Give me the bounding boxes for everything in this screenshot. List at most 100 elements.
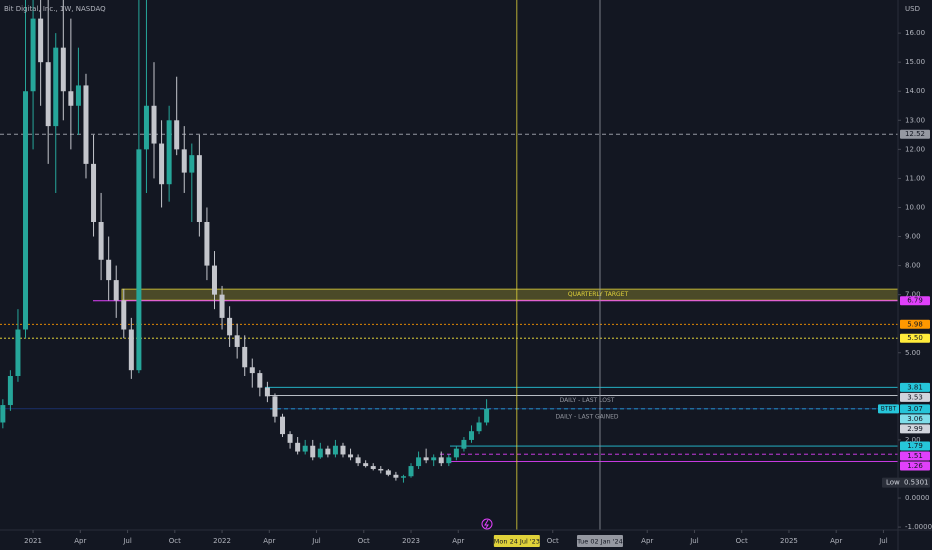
low-label: Low bbox=[886, 479, 900, 487]
candle-body bbox=[136, 149, 142, 371]
y-tick-label: -1.0000 bbox=[905, 523, 932, 531]
x-tick-label: Jul bbox=[122, 537, 132, 545]
candle-body bbox=[60, 47, 66, 92]
candle-body bbox=[53, 47, 59, 127]
y-unit: USD bbox=[905, 5, 920, 13]
x-tick-label: 2023 bbox=[402, 537, 420, 545]
candle-body bbox=[15, 329, 21, 376]
candle-body bbox=[461, 439, 467, 449]
candle-body bbox=[83, 85, 89, 164]
x-tick-label: Apr bbox=[452, 537, 464, 545]
candle-body bbox=[189, 155, 195, 173]
candle-body bbox=[325, 448, 331, 455]
candle-body bbox=[257, 373, 263, 388]
y-tick-label: 15.00 bbox=[905, 58, 925, 66]
candle-body bbox=[91, 163, 97, 222]
candle-body bbox=[113, 280, 119, 301]
candle-body bbox=[75, 85, 81, 106]
x-tick-label: 2025 bbox=[780, 537, 798, 545]
price-label: 1.26 bbox=[907, 462, 923, 470]
candle-body bbox=[355, 457, 361, 464]
x-tick-label: Jul bbox=[689, 537, 699, 545]
x-tick-label: Oct bbox=[358, 537, 370, 545]
y-tick-label: 2.00 bbox=[905, 436, 921, 444]
candle-body bbox=[453, 448, 459, 458]
chart-title: Bit Digital, Inc., 1W, NASDAQ bbox=[4, 5, 106, 13]
candle-body bbox=[408, 466, 414, 477]
y-tick-label: 10.00 bbox=[905, 203, 925, 211]
price-label-box bbox=[900, 333, 930, 343]
candle-body bbox=[98, 221, 104, 260]
candle-body bbox=[484, 408, 490, 423]
candle-body bbox=[143, 105, 149, 150]
candle-body bbox=[416, 457, 422, 467]
candle-body bbox=[38, 18, 44, 63]
symbol-label: BTBT bbox=[881, 405, 897, 412]
candle-body bbox=[370, 466, 376, 469]
event-icon bbox=[481, 518, 493, 530]
price-label-box bbox=[900, 382, 930, 392]
candle-body bbox=[287, 434, 293, 443]
price-label-box bbox=[900, 404, 930, 414]
candle-body bbox=[393, 474, 399, 478]
symbol-box bbox=[878, 404, 899, 414]
x-tick-label: Apr bbox=[641, 537, 653, 545]
candle-body bbox=[310, 445, 316, 458]
candle-body bbox=[181, 149, 187, 173]
price-label: 6.79 bbox=[907, 297, 923, 305]
price-label: 1.51 bbox=[907, 452, 923, 460]
annotation: DAILY - LAST GAINED bbox=[556, 414, 619, 421]
candle-body bbox=[219, 294, 225, 318]
candle-body bbox=[378, 468, 384, 471]
price-label-box bbox=[900, 461, 930, 471]
candle-body bbox=[363, 463, 369, 467]
candle-body bbox=[264, 387, 270, 397]
candle-body bbox=[340, 445, 346, 455]
candle-body bbox=[242, 346, 248, 368]
y-tick-label: 16.00 bbox=[905, 29, 925, 37]
price-label-box bbox=[900, 424, 930, 434]
candle-body bbox=[68, 91, 74, 106]
y-tick-label: 13.00 bbox=[905, 116, 925, 124]
candle-body bbox=[174, 120, 180, 150]
y-tick-label: 11.00 bbox=[905, 174, 925, 182]
candle-body bbox=[302, 445, 308, 452]
y-tick-label: 0.0000 bbox=[905, 494, 930, 502]
price-label: 3.07 bbox=[907, 405, 923, 413]
annotation: DAILY - LAST LOST bbox=[560, 397, 615, 404]
y-tick-label: 8.00 bbox=[905, 262, 921, 270]
candle-body bbox=[332, 445, 338, 455]
price-label-box bbox=[900, 392, 930, 402]
candle-body bbox=[431, 457, 437, 461]
candle-body bbox=[7, 375, 13, 406]
candle-body bbox=[295, 442, 301, 452]
candle-body bbox=[196, 155, 202, 222]
x-tick-label: Apr bbox=[74, 537, 86, 545]
candle-body bbox=[249, 367, 255, 374]
x-tick-label: Apr bbox=[830, 537, 842, 545]
candle-body bbox=[0, 405, 6, 423]
candle-body bbox=[121, 300, 127, 330]
low-value: 0.5301 bbox=[904, 479, 929, 487]
zone-label: QUARTERLY TARGET bbox=[568, 291, 629, 298]
x-tick-label: Jul bbox=[878, 537, 888, 545]
candle-body bbox=[159, 143, 165, 185]
candle-body bbox=[423, 457, 429, 461]
candle-body bbox=[385, 470, 391, 475]
candle-body bbox=[23, 91, 29, 330]
price-label: 12.52 bbox=[905, 130, 925, 138]
price-label-box bbox=[900, 441, 930, 451]
x-tick-label: Oct bbox=[547, 537, 559, 545]
price-label-box bbox=[900, 296, 930, 306]
x-tick-label: 2022 bbox=[213, 537, 231, 545]
price-label-box bbox=[900, 319, 930, 329]
time-marker-label: Mon 24 Jul '23 bbox=[494, 538, 540, 546]
candle-body bbox=[438, 457, 444, 464]
price-label: 5.50 bbox=[907, 334, 923, 342]
candle-body bbox=[348, 454, 354, 458]
candle-body bbox=[476, 422, 482, 432]
price-label-box bbox=[900, 451, 930, 461]
price-label: 1.79 bbox=[907, 442, 923, 450]
